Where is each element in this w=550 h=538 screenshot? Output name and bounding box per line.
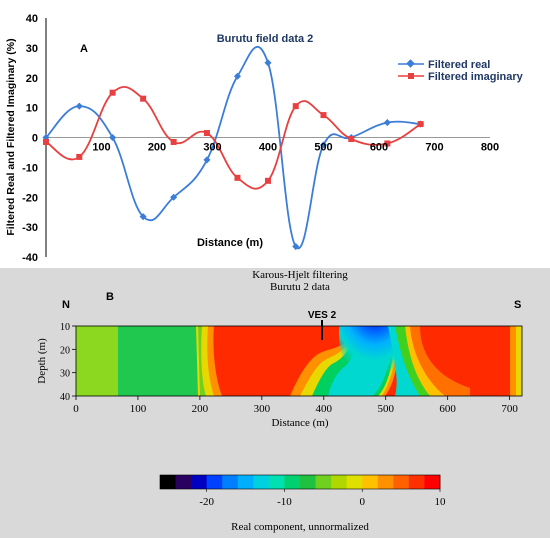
colorbar-swatch [222, 475, 239, 489]
colorbar-swatch [284, 475, 301, 489]
panel-label-a: A [80, 43, 88, 55]
y-tick-label: -10 [22, 162, 38, 174]
y-tick-label: -40 [22, 252, 38, 264]
series-line-0 [45, 46, 421, 250]
x-tick-label: 700 [425, 142, 443, 154]
data-point [292, 103, 299, 110]
y-tick-label: 30 [26, 43, 38, 55]
heatmap-y-tick: 40 [60, 392, 70, 403]
data-point [170, 193, 178, 201]
panel-label-b: B [106, 291, 114, 303]
colorbar-swatch [315, 475, 332, 489]
colorbar-swatch [191, 475, 208, 489]
colorbar-tick: -20 [199, 496, 214, 508]
chart-title: Burutu field data 2 [217, 33, 314, 45]
x-tick-label: 800 [481, 142, 499, 154]
data-point [140, 95, 147, 102]
colorbar-tick: -10 [277, 496, 292, 508]
colorbar-swatch [377, 475, 394, 489]
legend-label-real: Filtered real [428, 59, 490, 71]
heatmap-x-tick: 0 [73, 403, 79, 415]
colorbar-swatch [408, 475, 425, 489]
heatmap-y-tick: 20 [60, 345, 70, 356]
data-point [139, 213, 147, 221]
data-point [203, 156, 211, 164]
colorbar-swatch [346, 475, 363, 489]
heatmap-field [76, 326, 522, 396]
y-tick-label: -30 [22, 222, 38, 234]
colorbar-swatch [253, 475, 270, 489]
heatmap-x-label: Distance (m) [271, 417, 328, 429]
y-tick-label: 0 [32, 133, 38, 145]
south-marker: S [514, 299, 521, 311]
data-point [265, 177, 271, 184]
heatmap-y-tick: 10 [60, 322, 70, 333]
data-point [383, 119, 391, 127]
x-tick-label: 100 [92, 142, 110, 154]
colorbar-swatch [160, 475, 176, 489]
colorbar-swatch [362, 475, 379, 489]
y-axis-label: Filtered Real and Filtered Imaginary (%) [5, 38, 17, 235]
colorbar [159, 474, 441, 490]
colorbar-tick: 0 [359, 496, 365, 508]
heatmap-chart: Karous-Hjelt filtering Burutu 2 data B N… [36, 269, 523, 533]
data-point [75, 102, 83, 110]
x-tick-label: 300 [203, 142, 221, 154]
data-point [109, 89, 116, 96]
colorbar-swatch [300, 475, 316, 489]
colorbar-label: Real component, unnormalized [231, 521, 369, 533]
x-tick-label: 400 [259, 142, 277, 154]
heatmap-x-tick: 500 [377, 403, 394, 415]
x-tick-label: 600 [370, 142, 388, 154]
heatmap-y-label: Depth (m) [36, 338, 48, 384]
y-tick-label: 20 [26, 73, 38, 85]
colorbar-swatch [206, 475, 223, 489]
data-point [109, 133, 117, 142]
data-point [203, 130, 210, 137]
colorbar-tick: 10 [435, 496, 447, 508]
y-tick-label: 10 [26, 103, 38, 115]
data-point [76, 153, 83, 160]
north-marker: N [62, 299, 70, 311]
ves2-annotation: VES 2 [308, 310, 337, 321]
y-tick-label: 40 [26, 13, 38, 25]
y-tick-label: -20 [22, 192, 38, 204]
heatmap-x-tick: 300 [254, 403, 271, 415]
legend-marker-real [406, 59, 415, 68]
legend-marker-imaginary [408, 73, 414, 79]
colorbar-swatch [393, 475, 410, 489]
colorbar-swatch [175, 475, 192, 489]
colorbar-swatch [424, 475, 441, 489]
heatmap-x-tick: 100 [130, 403, 147, 415]
colorbar-swatch [268, 475, 285, 489]
data-point [292, 243, 300, 251]
data-point [417, 121, 424, 128]
data-point [348, 135, 355, 142]
heatmap-title: Karous-Hjelt filtering [252, 269, 348, 281]
legend: Filtered real Filtered imaginary [398, 59, 524, 83]
data-point [319, 141, 328, 149]
x-tick-label: 500 [314, 142, 332, 154]
heatmap-x-tick: 400 [316, 403, 333, 415]
data-point [43, 138, 49, 145]
data-point [264, 59, 272, 67]
colorbar-swatch [331, 475, 348, 489]
heatmap-panel: Karous-Hjelt filtering Burutu 2 data B N… [0, 268, 550, 538]
heatmap-x-tick: 600 [439, 403, 456, 415]
data-point [170, 138, 177, 145]
data-point [384, 140, 391, 147]
colorbar-swatch [237, 475, 254, 489]
heatmap-x-tick: 700 [501, 403, 518, 415]
data-point [320, 112, 327, 119]
data-point [234, 174, 241, 181]
x-tick-label: 200 [148, 142, 166, 154]
heatmap-subtitle: Burutu 2 data [270, 281, 330, 293]
heatmap-y-tick: 30 [60, 369, 70, 380]
heatmap-x-tick: 200 [192, 403, 209, 415]
legend-label-imaginary: Filtered imaginary [428, 71, 524, 83]
data-point [233, 72, 242, 80]
x-axis-label: Distance (m) [197, 237, 263, 249]
